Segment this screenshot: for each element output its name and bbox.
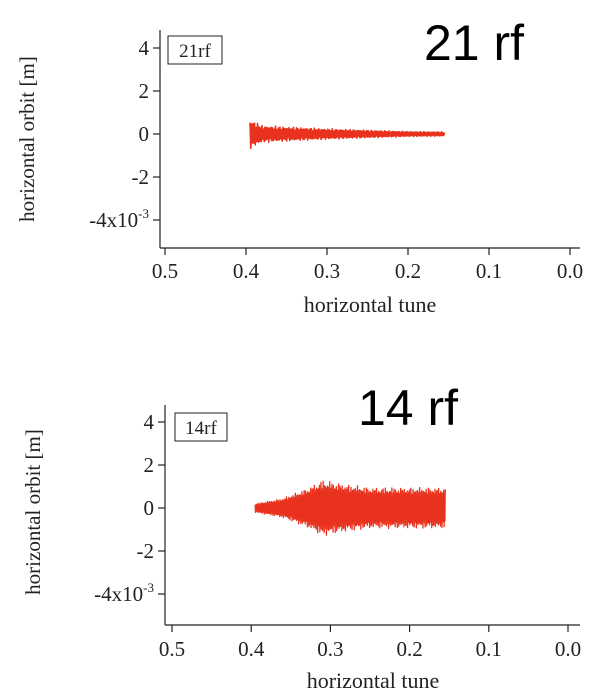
tick-group: 0.5 0.4 0.3 0.2 0.1 0.0 4 2 0 -2 -4x10-3 [89, 36, 583, 283]
y-axis-label: horizontal orbit [m] [21, 429, 45, 595]
x-tick-label: 0.1 [476, 637, 502, 661]
panel-label: 14rf [185, 418, 217, 439]
y-tick-label: -4x10-3 [89, 206, 149, 232]
panel-label-box [174, 412, 228, 442]
y-tick-label: 4 [144, 410, 155, 434]
x-tick-label: 0.1 [476, 259, 502, 283]
x-tick-label: 0.3 [317, 637, 343, 661]
y-tick-label: 2 [139, 79, 150, 103]
x-axis-label: horizontal tune [307, 668, 440, 693]
x-tick-label: 0.4 [238, 637, 265, 661]
panel-label-box [167, 35, 223, 65]
x-tick-label: 0.2 [396, 637, 422, 661]
y-axis-label: horizontal orbit [m] [15, 56, 39, 222]
series-trace [249, 122, 446, 150]
x-tick-label: 0.3 [314, 259, 340, 283]
x-tick-label: 0.0 [557, 259, 583, 283]
series-group [249, 122, 446, 150]
y-tick-label: -4x10-3 [94, 580, 154, 606]
y-tick-label: 0 [144, 496, 155, 520]
chart-title: 14 rf [358, 380, 458, 436]
y-tick-label: 4 [139, 36, 150, 60]
x-tick-label: 0.5 [152, 259, 178, 283]
y-tick-label: 0 [139, 122, 150, 146]
x-axis-label: horizontal tune [304, 292, 437, 317]
x-tick-label: 0.2 [395, 259, 421, 283]
panel-label: 21rf [179, 41, 211, 62]
y-tick-label: 2 [144, 453, 155, 477]
chart-panel-21rf: 21 rf 21rf horizontal orbit [m] horizont… [15, 15, 583, 317]
y-tick-label: -2 [137, 539, 155, 563]
series-group [254, 480, 446, 536]
chart-panel-14rf: 14 rf 14rf horizontal orbit [m] horizont… [21, 380, 581, 693]
x-tick-label: 0.4 [233, 259, 260, 283]
chart-title: 21 rf [424, 15, 524, 71]
tick-group: 0.5 0.4 0.3 0.2 0.1 0.0 4 2 0 -2 -4x10-3 [94, 410, 581, 661]
x-tick-label: 0.0 [555, 637, 581, 661]
series-trace [254, 480, 446, 536]
y-tick-label: -2 [132, 165, 150, 189]
x-tick-label: 0.5 [159, 637, 185, 661]
